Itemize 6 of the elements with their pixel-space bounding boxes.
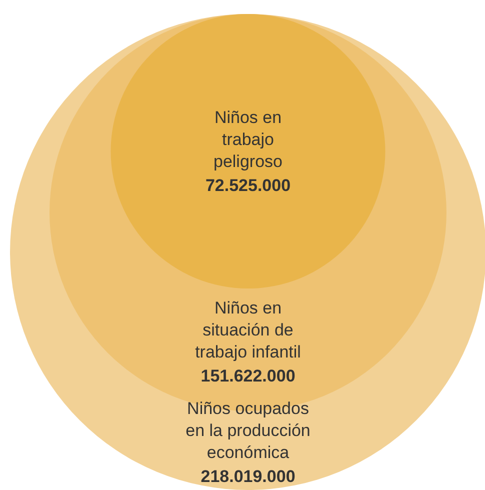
data-label: 218.019.000 [200,467,296,486]
category-label: Niños en trabajo peligroso [214,108,282,171]
category-label: Niños ocupados en la producción económica [186,399,310,462]
data-label: 72.525.000 [205,176,291,195]
category-label: Niños en situación de trabajo infantil [195,298,301,362]
data-label: 151.622.000 [200,366,296,386]
